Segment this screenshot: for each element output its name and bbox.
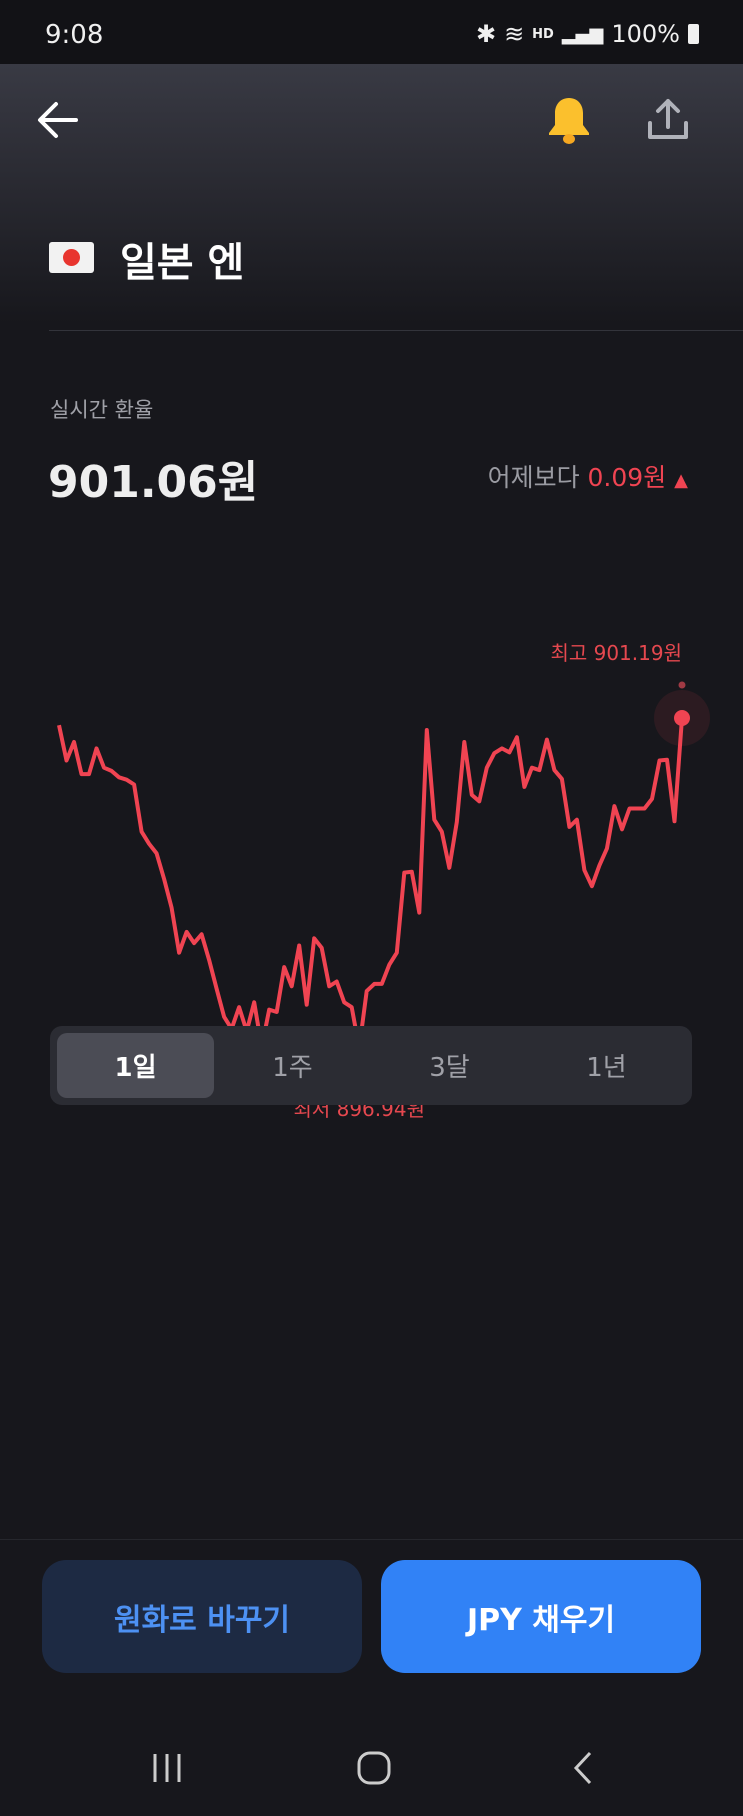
nav-back-icon bbox=[573, 1751, 592, 1785]
bell-icon bbox=[549, 98, 589, 144]
battery-icon bbox=[688, 24, 699, 44]
recents-button[interactable] bbox=[137, 1740, 197, 1796]
status-icons: ✱ ≋ HD ▂▄▆ 100% bbox=[476, 20, 699, 48]
change-prefix: 어제보다 bbox=[487, 463, 580, 492]
period-selector: 1일 1주 3달 1년 bbox=[50, 1026, 692, 1105]
current-point bbox=[674, 710, 690, 726]
rate-line bbox=[57, 717, 684, 1050]
status-bar: 9:08 ✱ ≋ HD ▂▄▆ 100% bbox=[0, 0, 743, 64]
hd-voice-icon: HD bbox=[532, 26, 554, 42]
rate-value: 901.06원 bbox=[48, 457, 259, 508]
alert-button[interactable] bbox=[541, 92, 597, 148]
up-arrow-icon: ▲ bbox=[674, 470, 688, 491]
home-icon bbox=[357, 1751, 391, 1785]
share-icon bbox=[648, 99, 688, 139]
period-tab-3m[interactable]: 3달 bbox=[429, 1053, 470, 1083]
share-button[interactable] bbox=[640, 92, 696, 148]
change-value: 0.09원 bbox=[587, 463, 667, 492]
bluetooth-icon: ✱ bbox=[475, 20, 497, 48]
high-marker bbox=[678, 681, 686, 689]
home-button[interactable] bbox=[344, 1740, 404, 1796]
bottom-divider bbox=[0, 1539, 743, 1540]
signal-icon: ▂▄▆ bbox=[561, 23, 604, 45]
back-button[interactable] bbox=[30, 92, 86, 148]
convert-to-krw-button[interactable]: 원화로 바꾸기 bbox=[42, 1560, 362, 1673]
currency-title: 일본 엔 bbox=[120, 240, 245, 286]
high-label: 최고 901.19원 bbox=[550, 641, 682, 665]
recents-icon bbox=[153, 1754, 181, 1782]
divider bbox=[49, 330, 743, 331]
period-tab-1w[interactable]: 1주 bbox=[272, 1053, 313, 1083]
rate-label: 실시간 환율 bbox=[50, 398, 154, 422]
period-tab-1y[interactable]: 1년 bbox=[586, 1053, 627, 1083]
header-background bbox=[0, 64, 743, 324]
status-time: 9:08 bbox=[45, 20, 104, 50]
period-tab-1d[interactable]: 1일 bbox=[57, 1033, 214, 1098]
rate-change: 어제보다 0.09원 ▲ bbox=[488, 458, 688, 494]
battery-text: 100% bbox=[611, 20, 680, 48]
fill-jpy-button[interactable]: JPY 채우기 bbox=[381, 1560, 701, 1673]
arrow-left-icon bbox=[38, 102, 78, 138]
nav-back-button[interactable] bbox=[553, 1740, 613, 1796]
wifi-icon: ≋ bbox=[504, 20, 525, 48]
japan-flag-icon bbox=[49, 242, 94, 273]
